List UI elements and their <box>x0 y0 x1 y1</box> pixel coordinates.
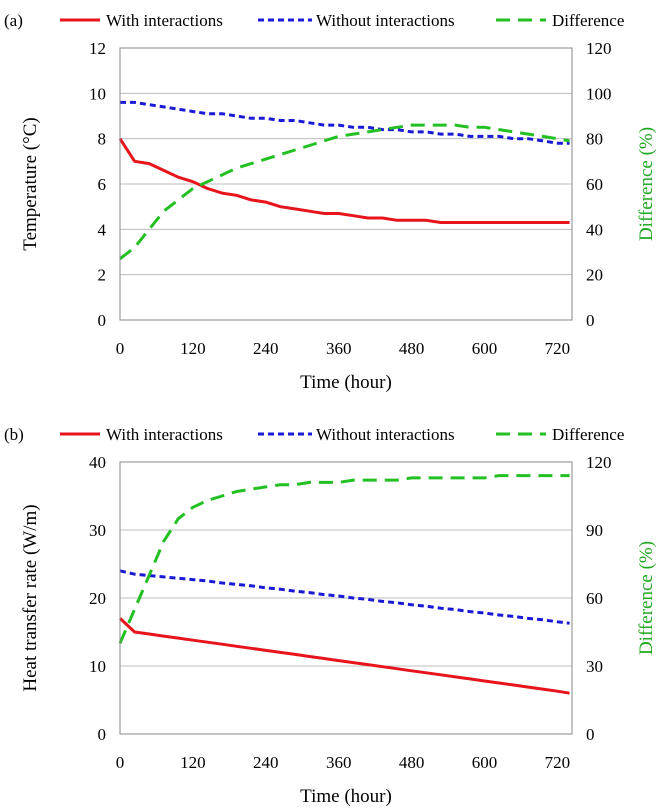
legend-label-difference-b: Difference <box>552 425 624 444</box>
series-line-with-interactions <box>118 137 570 224</box>
x-axis-title-b: Time (hour) <box>300 786 392 807</box>
panel-label-b: (b) <box>4 425 24 444</box>
x-tick-label: 720 <box>545 753 571 772</box>
y-tick-label-right: 120 <box>586 453 612 472</box>
y-tick-label-right: 20 <box>586 266 603 285</box>
y-tick-label-right: 60 <box>586 589 603 608</box>
y-tick-label-left: 10 <box>89 84 106 103</box>
legend-label-with-interactions-b: With interactions <box>106 425 223 444</box>
x-tick-label: 360 <box>326 339 352 358</box>
x-tick-label: 720 <box>545 339 571 358</box>
y-tick-label-right: 120 <box>586 39 612 58</box>
x-axis-title-a: Time (hour) <box>300 372 392 393</box>
x-tick-label: 120 <box>180 753 206 772</box>
y-tick-label-right: 60 <box>586 175 603 194</box>
legend-a: With interactions Without interactions D… <box>60 11 624 30</box>
series-lines-b <box>118 474 570 695</box>
y-tick-label-right: 100 <box>586 84 612 103</box>
series-line-without-interactions <box>119 569 570 625</box>
legend-label-without-interactions-b: Without interactions <box>316 425 455 444</box>
y-tick-label-right: 0 <box>586 311 595 330</box>
gridlines-b <box>120 529 572 667</box>
y-tick-label-left: 12 <box>89 39 106 58</box>
plot-frame-a <box>119 47 573 321</box>
y-tick-label-left: 4 <box>98 220 107 239</box>
y-tick-label-left: 0 <box>98 311 107 330</box>
panel-a: (a) With interactions Without interactio… <box>4 11 657 393</box>
y-axis-title-b: Heat transfer rate (W/m) <box>20 504 41 691</box>
plot-frame-b <box>119 461 573 735</box>
y-tick-label-left: 10 <box>89 657 106 676</box>
series-line-without-interactions <box>120 100 570 145</box>
x-tick-label: 240 <box>253 339 279 358</box>
x-tick-label: 480 <box>399 339 425 358</box>
panel-label-a: (a) <box>4 11 23 30</box>
x-tick-label: 480 <box>399 753 425 772</box>
y-tick-label-right: 90 <box>586 521 603 540</box>
y-tick-label-left: 40 <box>89 453 106 472</box>
series-lines-a <box>118 100 570 260</box>
y-tick-label-left: 6 <box>98 175 107 194</box>
x-tick-label: 0 <box>116 339 125 358</box>
y-tick-label-left: 30 <box>89 521 106 540</box>
legend-label-difference-a: Difference <box>552 11 624 30</box>
panel-b: (b) With interactions Without interactio… <box>4 425 657 807</box>
y-axis-right-title-b: Difference (%) <box>636 541 657 655</box>
x-tick-label: 600 <box>472 339 498 358</box>
y-axis-right-title-a: Difference (%) <box>636 127 657 241</box>
legend-label-without-interactions-a: Without interactions <box>316 11 455 30</box>
tick-labels-b: 0 10 20 30 40 0 30 60 90 120 0 120 240 360 480 600 720 <box>89 453 612 772</box>
y-axis-title-a: Temperature (°C) <box>20 117 41 250</box>
legend-b: With interactions Without interactions D… <box>60 425 624 444</box>
legend-label-with-interactions-a: With interactions <box>106 11 223 30</box>
y-tick-label-left: 8 <box>98 130 107 149</box>
x-tick-label: 360 <box>326 753 352 772</box>
y-tick-label-right: 30 <box>586 657 603 676</box>
y-tick-label-left: 20 <box>89 589 106 608</box>
x-tick-label: 240 <box>253 753 279 772</box>
y-tick-label-right: 40 <box>586 220 603 239</box>
gridlines-a <box>120 92 572 276</box>
x-tick-label: 0 <box>116 753 125 772</box>
y-tick-label-right: 0 <box>586 725 595 744</box>
x-tick-label: 600 <box>472 753 498 772</box>
x-tick-label: 120 <box>180 339 206 358</box>
series-line-difference <box>119 123 570 260</box>
series-line-difference <box>118 474 570 644</box>
y-tick-label-left: 2 <box>98 266 107 285</box>
y-tick-label-right: 80 <box>586 130 603 149</box>
series-line-with-interactions <box>118 617 570 695</box>
y-tick-label-left: 0 <box>98 725 107 744</box>
